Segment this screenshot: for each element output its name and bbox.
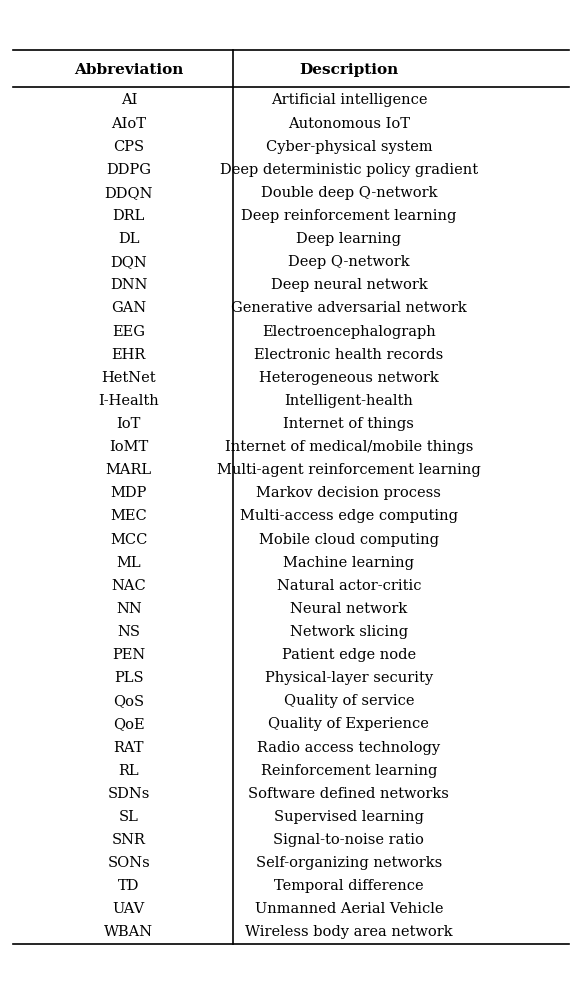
Text: NN: NN — [116, 602, 141, 616]
Text: RAT: RAT — [113, 740, 144, 754]
Text: DDPG: DDPG — [107, 163, 151, 177]
Text: NAC: NAC — [111, 578, 146, 593]
Text: DRL: DRL — [113, 209, 145, 223]
Text: Multi-access edge computing: Multi-access edge computing — [240, 510, 458, 523]
Text: MDP: MDP — [111, 486, 147, 500]
Text: DL: DL — [118, 232, 140, 246]
Text: Self-organizing networks: Self-organizing networks — [256, 856, 442, 870]
Text: AI: AI — [120, 93, 137, 107]
Text: PLS: PLS — [114, 671, 144, 685]
Text: Quality of Experience: Quality of Experience — [268, 718, 430, 732]
Text: Deep deterministic policy gradient: Deep deterministic policy gradient — [220, 163, 478, 177]
Text: CPS: CPS — [113, 139, 144, 153]
Text: DQN: DQN — [111, 255, 147, 269]
Text: Neural network: Neural network — [290, 602, 407, 616]
Text: IoMT: IoMT — [109, 440, 148, 454]
Text: DNN: DNN — [110, 278, 148, 293]
Text: Multi-agent reinforcement learning: Multi-agent reinforcement learning — [217, 464, 481, 477]
Text: Artificial intelligence: Artificial intelligence — [271, 93, 427, 107]
Text: Electroencephalograph: Electroencephalograph — [262, 324, 436, 339]
Text: Abbreviation: Abbreviation — [74, 63, 183, 77]
Text: PEN: PEN — [112, 648, 146, 662]
Text: MCC: MCC — [110, 532, 147, 547]
Text: ML: ML — [116, 556, 141, 570]
Text: NS: NS — [118, 625, 140, 639]
Text: I-Health: I-Health — [98, 394, 159, 408]
Text: Radio access technology: Radio access technology — [257, 740, 441, 754]
Text: Internet of things: Internet of things — [283, 417, 414, 431]
Text: Network slicing: Network slicing — [290, 625, 408, 639]
Text: Quality of service: Quality of service — [283, 694, 414, 708]
Text: AIoT: AIoT — [111, 117, 146, 131]
Text: Intelligent-health: Intelligent-health — [285, 394, 413, 408]
Text: Deep learning: Deep learning — [296, 232, 402, 246]
Text: Machine learning: Machine learning — [283, 556, 414, 570]
Text: Software defined networks: Software defined networks — [249, 787, 449, 800]
Text: Deep reinforcement learning: Deep reinforcement learning — [241, 209, 457, 223]
Text: WBAN: WBAN — [104, 925, 154, 940]
Text: GAN: GAN — [111, 301, 147, 315]
Text: Patient edge node: Patient edge node — [282, 648, 416, 662]
Text: Markov decision process: Markov decision process — [257, 486, 441, 500]
Text: Autonomous IoT: Autonomous IoT — [288, 117, 410, 131]
Text: IoT: IoT — [116, 417, 141, 431]
Text: EEG: EEG — [112, 324, 146, 339]
Text: Supervised learning: Supervised learning — [274, 810, 424, 824]
Text: RL: RL — [119, 764, 139, 778]
Text: QoS: QoS — [113, 694, 144, 708]
Text: EHR: EHR — [112, 348, 146, 361]
Text: Cyber-physical system: Cyber-physical system — [265, 139, 432, 153]
Text: Generative adversarial network: Generative adversarial network — [231, 301, 467, 315]
Text: Internet of medical/mobile things: Internet of medical/mobile things — [225, 440, 473, 454]
Text: DDQN: DDQN — [105, 186, 153, 200]
Text: Electronic health records: Electronic health records — [254, 348, 443, 361]
Text: Wireless body area network: Wireless body area network — [245, 925, 453, 940]
Text: QoE: QoE — [113, 718, 145, 732]
Text: Natural actor-critic: Natural actor-critic — [276, 578, 421, 593]
Text: Reinforcement learning: Reinforcement learning — [261, 764, 437, 778]
Text: UAV: UAV — [113, 902, 145, 916]
Text: Signal-to-noise ratio: Signal-to-noise ratio — [274, 833, 424, 846]
Text: Unmanned Aerial Vehicle: Unmanned Aerial Vehicle — [255, 902, 443, 916]
Text: SONs: SONs — [108, 856, 150, 870]
Text: Deep Q-network: Deep Q-network — [288, 255, 410, 269]
Text: Temporal difference: Temporal difference — [274, 879, 424, 894]
Text: SNR: SNR — [112, 833, 146, 846]
Text: Heterogeneous network: Heterogeneous network — [259, 371, 439, 385]
Text: Double deep Q-network: Double deep Q-network — [261, 186, 437, 200]
Text: Physical-layer security: Physical-layer security — [265, 671, 433, 685]
Text: SL: SL — [119, 810, 139, 824]
Text: Deep neural network: Deep neural network — [271, 278, 427, 293]
Text: MEC: MEC — [111, 510, 147, 523]
Text: Description: Description — [299, 63, 399, 77]
Text: TD: TD — [118, 879, 140, 894]
Text: HetNet: HetNet — [101, 371, 156, 385]
Text: MARL: MARL — [106, 464, 152, 477]
Text: SDNs: SDNs — [108, 787, 150, 800]
Text: Mobile cloud computing: Mobile cloud computing — [259, 532, 439, 547]
